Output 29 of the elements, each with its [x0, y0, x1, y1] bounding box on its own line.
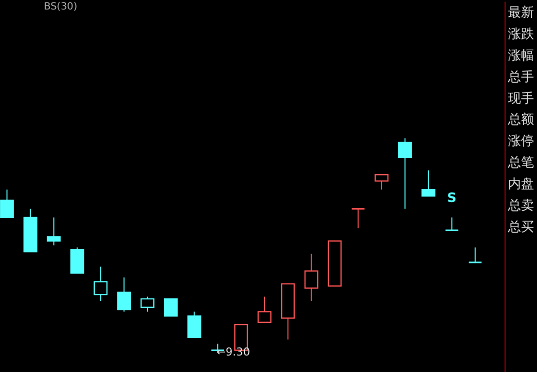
candlestick — [70, 246, 84, 274]
candlestick — [187, 311, 202, 338]
text: 总卖 — [507, 198, 534, 214]
candlestick — [444, 216, 459, 232]
text: 现手 — [508, 91, 534, 106]
text: 总手 — [507, 70, 534, 85]
candlestick — [94, 266, 108, 302]
candlestick — [140, 296, 154, 312]
text: 最新 — [508, 6, 534, 21]
text: 内盘 — [508, 176, 534, 192]
text: 总买 — [507, 220, 534, 235]
candlestick — [351, 208, 366, 229]
annotation: S — [447, 191, 456, 206]
candlestick — [398, 138, 412, 210]
candlestick — [304, 253, 318, 302]
text: 总额 — [507, 112, 534, 128]
candlestick — [374, 174, 388, 190]
candlestick — [468, 246, 482, 264]
text: BS(30) — [44, 2, 78, 13]
candlestick — [117, 276, 131, 312]
text: 总笔 — [507, 156, 534, 171]
text: 涨跌 — [508, 27, 534, 42]
candlestick — [0, 189, 14, 218]
text: 涨停 — [508, 134, 534, 150]
candlestick — [164, 298, 178, 317]
candlestick — [421, 170, 436, 197]
text: 涨幅 — [508, 48, 534, 64]
candlestick — [258, 296, 272, 323]
candlestick — [46, 216, 61, 246]
